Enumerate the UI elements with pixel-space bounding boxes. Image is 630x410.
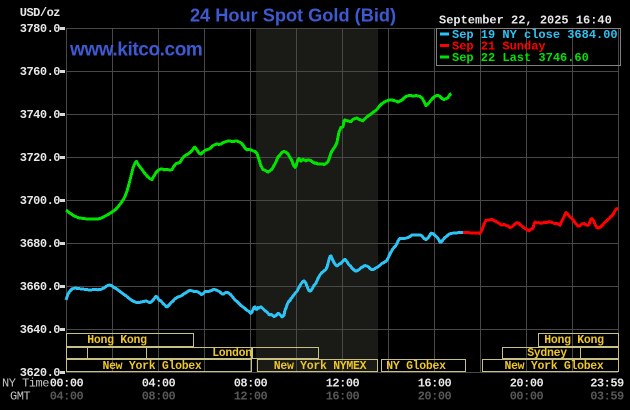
svg-text:Sydney: Sydney (527, 347, 567, 360)
svg-text:20:00: 20:00 (418, 390, 452, 404)
svg-text:Hong Kong: Hong Kong (544, 334, 604, 347)
svg-text:USD/oz: USD/oz (20, 6, 61, 20)
svg-text:NY Time: NY Time (2, 377, 49, 391)
svg-text:3760.0: 3760.0 (20, 65, 61, 79)
svg-text:00:00: 00:00 (50, 377, 84, 391)
svg-text:04:00: 04:00 (142, 377, 176, 391)
svg-text:New York Globex: New York Globex (504, 360, 603, 373)
svg-text:08:00: 08:00 (142, 390, 176, 404)
svg-text:24 Hour Spot Gold (Bid): 24 Hour Spot Gold (Bid) (190, 6, 396, 26)
svg-text:16:00: 16:00 (326, 390, 360, 404)
svg-text:Sep 22 Last 3746.60: Sep 22 Last 3746.60 (452, 51, 589, 65)
svg-text:3620.0: 3620.0 (20, 366, 61, 380)
svg-text:00:00: 00:00 (510, 390, 544, 404)
svg-text:New York Globex: New York Globex (102, 360, 201, 373)
svg-text:12:00: 12:00 (326, 377, 360, 391)
svg-text:04:00: 04:00 (50, 390, 84, 404)
svg-text:16:00: 16:00 (418, 377, 452, 391)
svg-text:23:59: 23:59 (590, 377, 624, 391)
svg-text:3660.0: 3660.0 (20, 280, 61, 294)
svg-text:3720.0: 3720.0 (20, 151, 61, 165)
svg-text:GMT: GMT (10, 390, 30, 404)
svg-text:08:00: 08:00 (234, 377, 268, 391)
svg-text:3640.0: 3640.0 (20, 323, 61, 337)
svg-text:London: London (212, 347, 252, 360)
svg-text:www.kitco.com: www.kitco.com (69, 40, 202, 61)
svg-text:Sep 21 Sunday: Sep 21 Sunday (452, 40, 546, 54)
svg-text:3780.0: 3780.0 (20, 22, 61, 36)
svg-text:Sep 19 NY close 3684.00: Sep 19 NY close 3684.00 (452, 28, 618, 42)
svg-text:Hong Kong: Hong Kong (87, 334, 147, 347)
svg-text:03:59: 03:59 (590, 390, 624, 404)
svg-text:3680.0: 3680.0 (20, 237, 61, 251)
svg-text:New York NYMEX: New York NYMEX (274, 360, 367, 373)
svg-text:3700.0: 3700.0 (20, 194, 61, 208)
svg-text:20:00: 20:00 (510, 377, 544, 391)
svg-text:12:00: 12:00 (234, 390, 268, 404)
svg-text:3740.0: 3740.0 (20, 108, 61, 122)
svg-text:September 22, 2025 16:40: September 22, 2025 16:40 (439, 14, 612, 28)
svg-text:NY Globex: NY Globex (386, 360, 446, 373)
